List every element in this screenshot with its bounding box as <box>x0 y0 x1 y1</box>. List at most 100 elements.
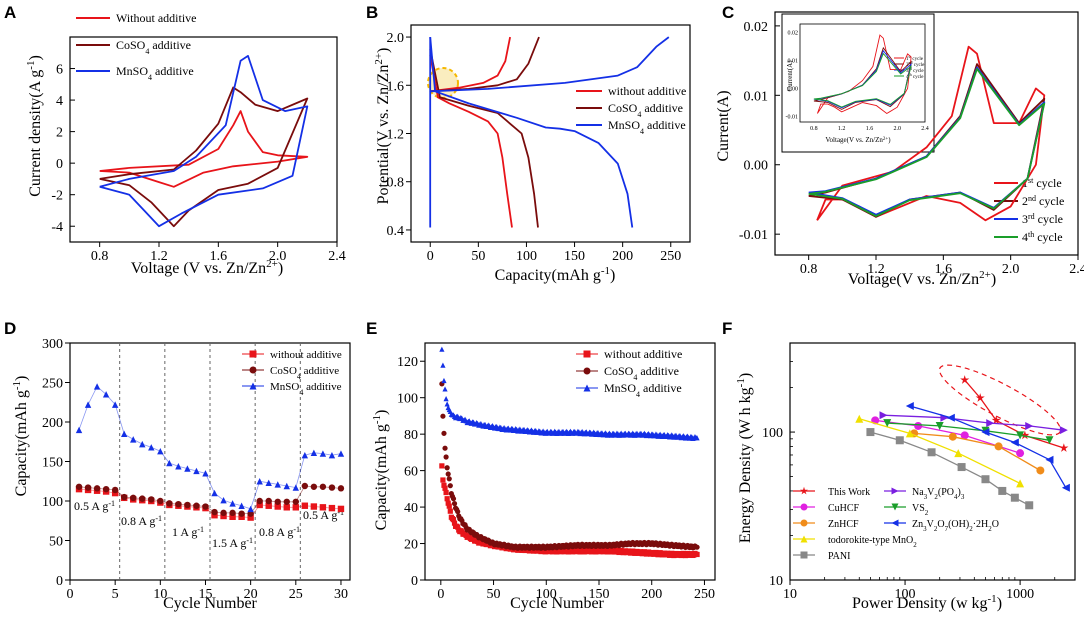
data-point <box>440 477 446 483</box>
data-point <box>166 500 173 507</box>
y-tick-label: 2.0 <box>387 31 405 46</box>
y-tick-label: 300 <box>42 337 63 352</box>
data-point <box>84 484 92 491</box>
data-point <box>175 500 182 508</box>
panel-c-inset: Current(A) Voltage(V vs. Zn/Zn2+) 1st cy… <box>781 13 935 153</box>
data-point <box>265 479 272 487</box>
data-point <box>256 501 263 509</box>
data-point <box>1059 443 1069 452</box>
inset-y-tick-label: -0.01 <box>786 114 799 120</box>
y-tick-label: 0 <box>56 574 63 589</box>
data-point <box>328 451 336 459</box>
gcd-curve <box>429 37 634 228</box>
data-point <box>283 504 290 511</box>
y-tick-label: 0.01 <box>744 89 769 104</box>
x-tick-label: 100 <box>895 587 916 602</box>
x-tick-label: 0 <box>67 587 74 602</box>
y-tick-label: 100 <box>762 426 783 441</box>
data-point <box>75 483 83 490</box>
inset-ylabel: Current(A) <box>786 60 794 92</box>
data-point <box>694 544 700 550</box>
x-tick-label: 5 <box>112 587 119 602</box>
legend-label: 2nd cycle <box>1022 194 1064 209</box>
plot-frame <box>424 342 716 581</box>
x-tick-label: 100 <box>536 587 557 602</box>
data-point <box>442 485 448 491</box>
data-point <box>130 436 137 443</box>
x-tick-label: 2.4 <box>1069 262 1084 277</box>
y-tick-label: 80 <box>404 428 418 443</box>
plot-frame <box>69 342 351 581</box>
cv-cycle-curve <box>808 68 1046 217</box>
legend-label: CoSO4 additive <box>608 101 683 119</box>
y-tick-label: 250 <box>42 377 63 392</box>
data-point <box>310 503 318 510</box>
data-point <box>439 346 445 352</box>
data-point <box>1061 483 1070 492</box>
legend-label: MnSO4 additive <box>116 64 194 82</box>
panel-e-ylabel: Capacity(mAh g-1) <box>371 410 390 531</box>
plot-frame <box>69 36 338 243</box>
legend-label: PANI <box>828 551 850 562</box>
data-point <box>981 428 990 437</box>
cv-curve <box>99 55 309 228</box>
legend-label: 4th cycle <box>1022 230 1063 245</box>
data-point <box>443 489 449 496</box>
gcd-curve <box>430 36 670 93</box>
x-tick-label: 2.0 <box>269 249 287 264</box>
legend-marker <box>249 382 257 390</box>
data-point <box>292 498 300 505</box>
data-point <box>301 482 309 490</box>
data-point <box>337 450 345 457</box>
gcd-curve <box>430 36 511 93</box>
data-point <box>256 478 263 485</box>
data-point <box>310 483 318 490</box>
data-point <box>283 498 290 505</box>
x-tick-label: 15 <box>198 587 212 602</box>
data-point <box>111 401 119 408</box>
legend-marker <box>583 367 591 375</box>
x-tick-label: 10 <box>153 587 167 602</box>
legend-marker <box>800 486 808 495</box>
data-point <box>148 444 155 451</box>
legend-marker <box>800 519 808 527</box>
data-point <box>256 497 263 505</box>
data-point <box>229 509 236 517</box>
legend-marker <box>800 551 808 559</box>
data-point <box>879 411 888 420</box>
y-tick-label: 100 <box>42 495 63 510</box>
panel-e-legend: without additive CoSO4 additive MnSO4 ad… <box>604 347 682 399</box>
legend-label: Zn3V2O7(OH)2·2H2O <box>912 519 999 533</box>
inset-curve <box>813 52 912 108</box>
rate-line <box>78 385 342 510</box>
legend-label: CoSO4 additive <box>270 365 339 381</box>
data-point <box>265 497 272 505</box>
data-point <box>301 502 309 509</box>
legend-label: MnSO4 additive <box>270 381 342 397</box>
data-point <box>265 502 272 509</box>
legend-label: without additive <box>604 347 682 361</box>
rate-label: 0.8 A g-1 <box>259 525 300 540</box>
data-point <box>905 402 914 411</box>
ragone-line <box>909 405 1067 489</box>
data-point <box>1025 501 1034 510</box>
y-tick-label: 100 <box>397 392 418 407</box>
panel-e: Capacity(mAh g-1) Cycle Number without a… <box>371 342 716 612</box>
data-point <box>895 436 904 445</box>
data-point <box>957 463 966 472</box>
legend-label: 3rd cycle <box>1022 212 1063 227</box>
panel-e-xlabel: Cycle Number <box>510 595 604 612</box>
legend-marker <box>891 503 899 511</box>
panel-f-ylabel: Energy Density (W h kg-1) <box>735 373 754 543</box>
panel-a-ylabel: Current density(A g-1) <box>25 55 44 197</box>
x-tick-label: 0.8 <box>91 249 109 264</box>
data-point <box>274 481 281 488</box>
cv-curve <box>99 110 309 188</box>
inset-y-tick-label: 0.01 <box>788 58 799 64</box>
x-tick-label: 2.0 <box>1002 262 1020 277</box>
inset-x-tick-label: 1.6 <box>866 126 874 132</box>
data-point <box>455 524 461 530</box>
data-point <box>193 502 200 509</box>
y-tick-label: 0.02 <box>744 20 769 35</box>
y-tick-label: 150 <box>42 456 63 471</box>
